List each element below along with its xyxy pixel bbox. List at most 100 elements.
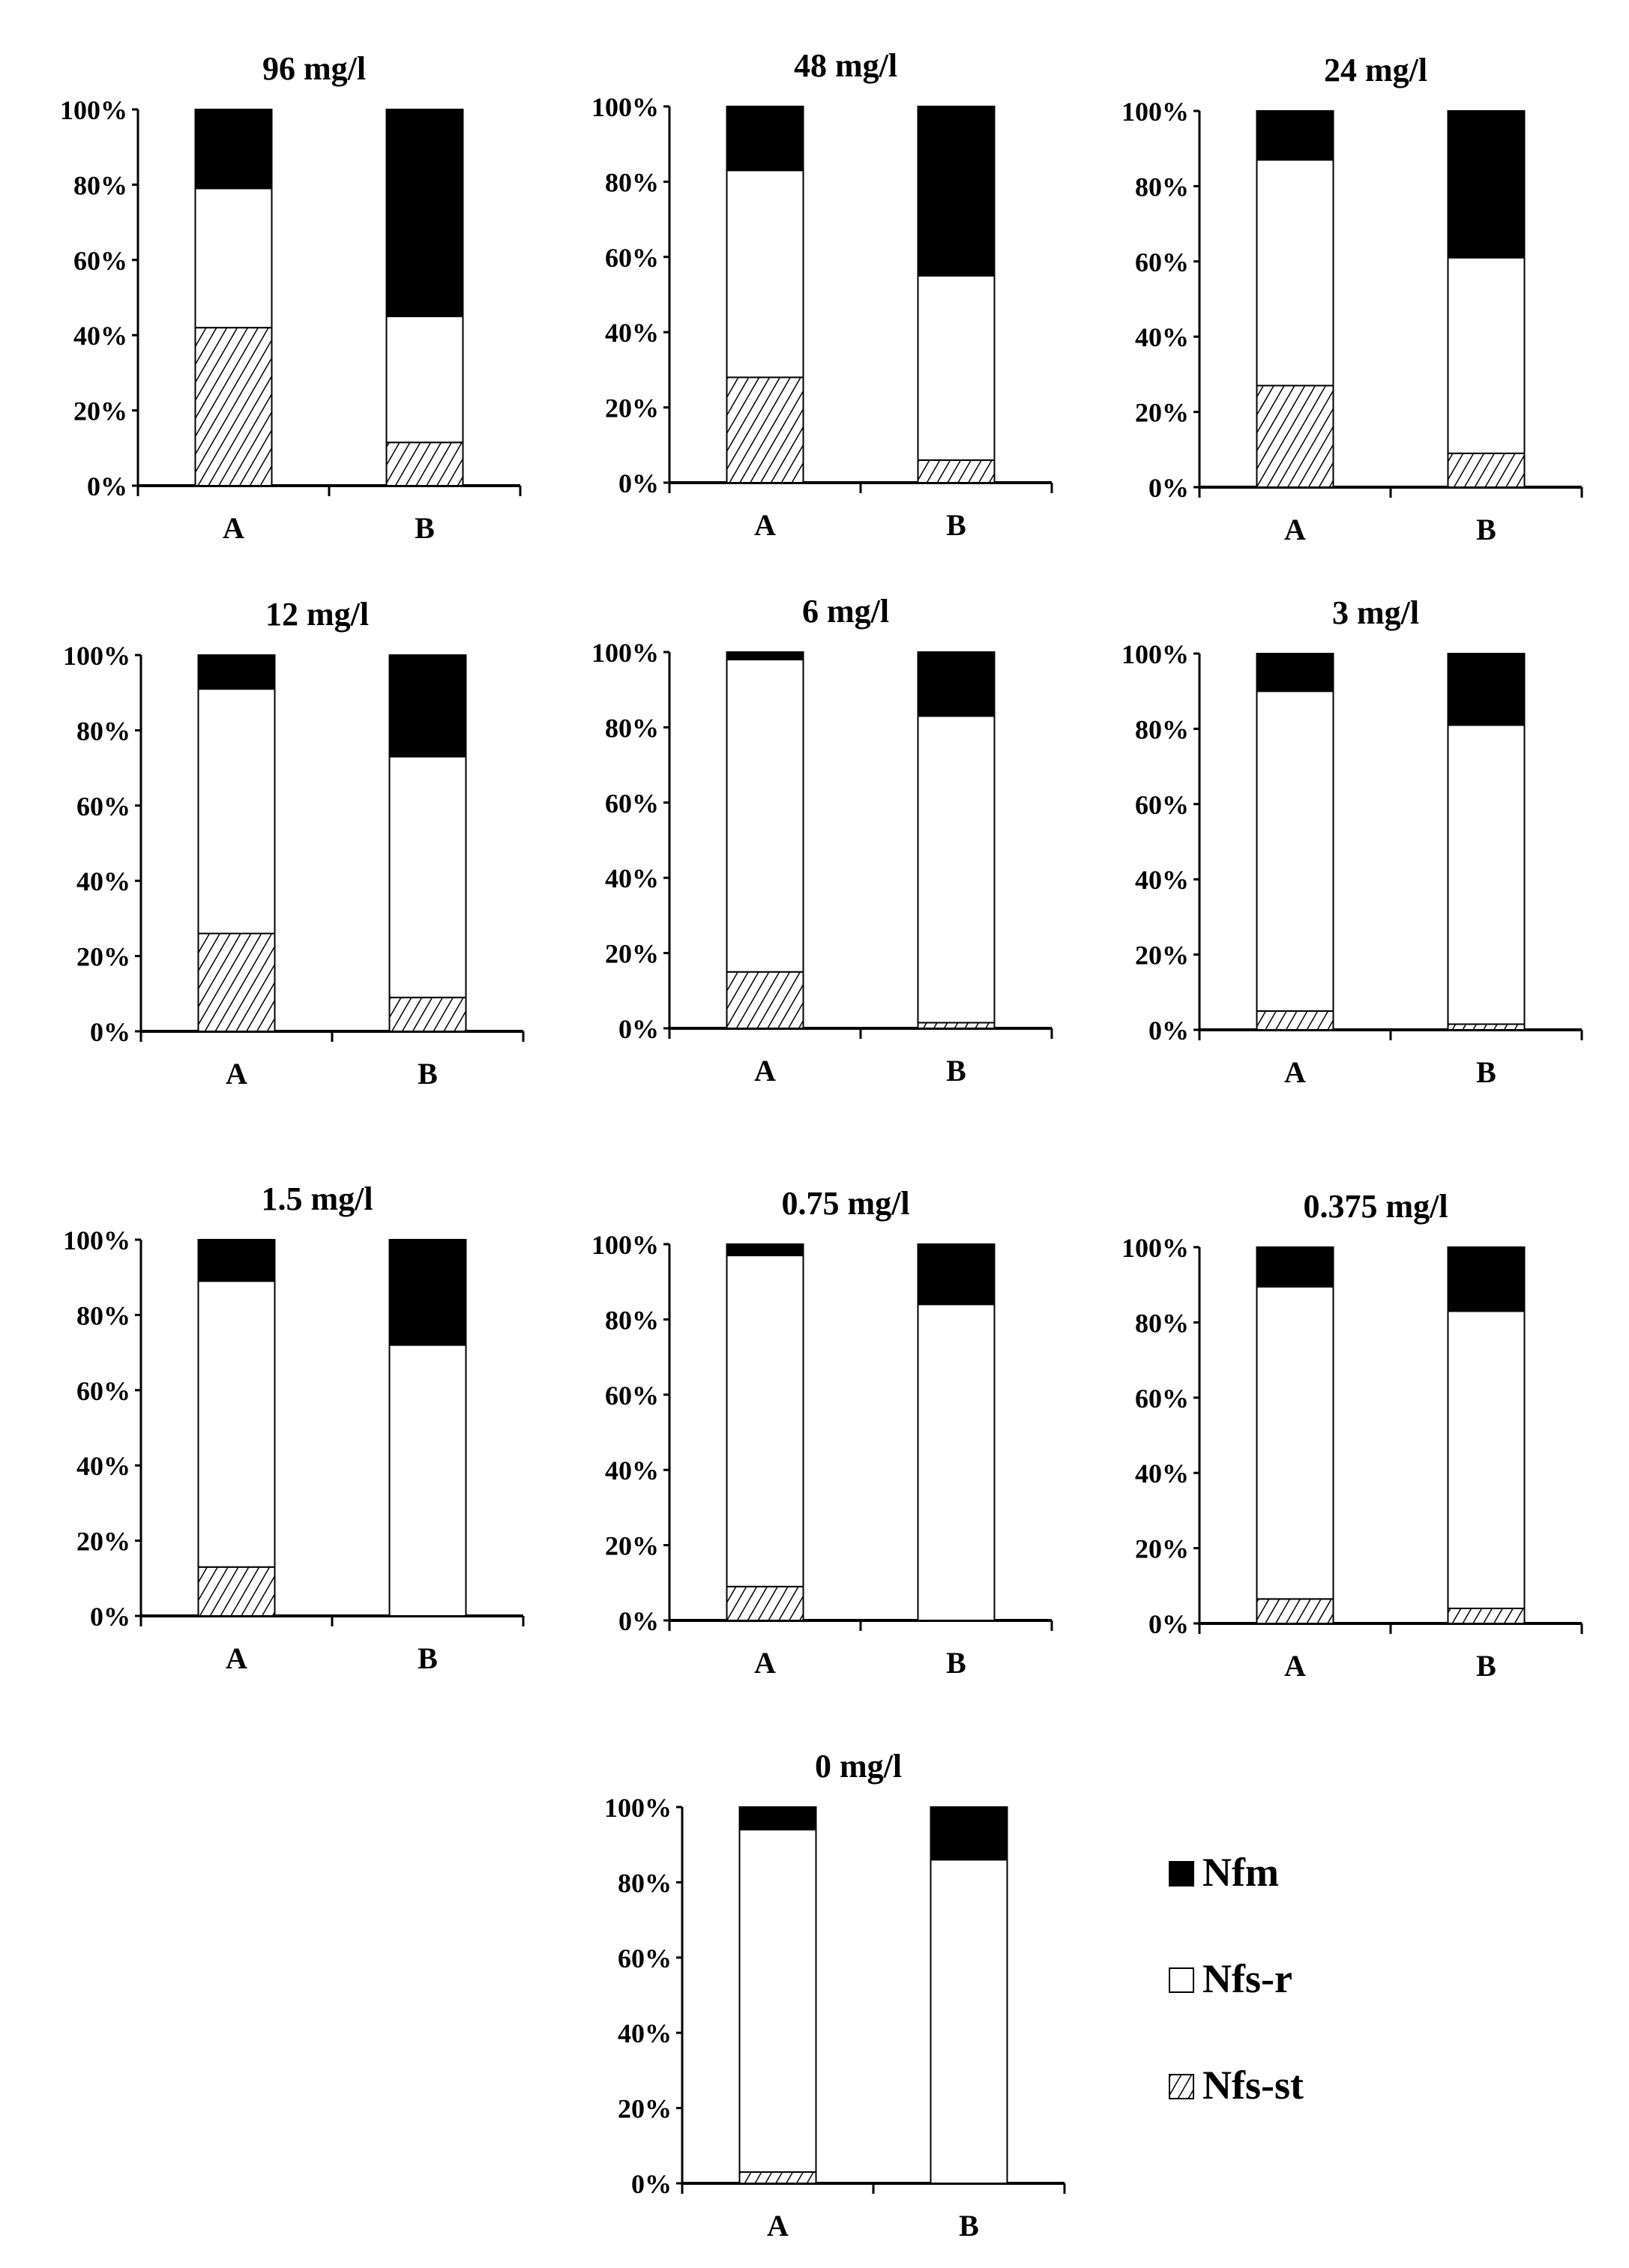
bar-A-nfm <box>1256 653 1334 693</box>
y-tick-label: 100% <box>591 92 659 122</box>
y-tick-label: 40% <box>618 2018 672 2048</box>
panel-title: 0 mg/l <box>815 1748 902 1785</box>
bar-A-nfm <box>726 106 804 172</box>
bar-A-nfs-st <box>197 932 276 1032</box>
x-tick-label: A <box>226 1057 247 1091</box>
y-tick-label: 40% <box>73 321 127 351</box>
y-tick-label: 0% <box>631 2169 672 2199</box>
y-tick-label: 20% <box>1135 941 1189 971</box>
panel-title: 48 mg/l <box>794 47 897 84</box>
panel-2: 24 mg/l 0% 20% 40% 60% 80% 100% A B <box>1121 52 1583 546</box>
y-tick-label: 80% <box>73 170 127 200</box>
legend: Nfm Nfs-r Nfs-st <box>1169 1850 1304 2108</box>
x-tick-label: B <box>959 2209 979 2243</box>
bar-B-nfm <box>388 1239 467 1346</box>
bar-A-nfs-st <box>726 1585 804 1622</box>
y-tick-label: 100% <box>591 1230 659 1260</box>
y-tick-label: 80% <box>605 713 659 743</box>
x-tick-label: B <box>946 1054 966 1088</box>
panel-6: 1.5 mg/l 0% 20% 40% 60% 80% 100% A B <box>63 1180 525 1675</box>
panel-title: 96 mg/l <box>262 50 366 87</box>
x-tick-label: B <box>418 1641 438 1675</box>
bar-A-nfm <box>197 654 276 690</box>
y-tick-label: 0% <box>618 1606 659 1636</box>
x-tick-label: B <box>418 1057 438 1091</box>
x-tick-label: B <box>415 511 435 545</box>
bar-A-nfs-r <box>194 187 273 329</box>
bar-A-nfs-st <box>197 1566 276 1617</box>
bar-A-nfs-st <box>1256 384 1334 489</box>
bar-B-nfs-st <box>1447 1023 1526 1031</box>
panel-7: 0.75 mg/l 0% 20% 40% 60% 80% 100% A B <box>591 1185 1053 1680</box>
y-tick-label: 80% <box>1135 1308 1189 1338</box>
y-tick-label: 20% <box>605 393 659 423</box>
bar-A-nfm <box>726 1243 804 1257</box>
y-tick-label: 0% <box>87 471 127 501</box>
y-tick-label: 60% <box>73 246 127 276</box>
bar-B-nfm <box>917 1243 996 1306</box>
x-tick-label: A <box>226 1641 247 1675</box>
bar-A-nfs-r <box>1256 690 1334 1012</box>
panel-4: 6 mg/l 0% 20% 40% 60% 80% 100% A B <box>591 593 1053 1088</box>
y-tick-label: 100% <box>604 1793 672 1823</box>
x-tick-label: A <box>767 2209 789 2243</box>
bar-B-nfs-r <box>388 1344 467 1617</box>
x-tick-label: B <box>1476 1055 1496 1089</box>
y-tick-label: 80% <box>76 716 130 746</box>
panel-9: 0 mg/l 0% 20% 40% 60% 80% 100% A B <box>604 1748 1066 2243</box>
x-tick-label: B <box>946 1646 966 1680</box>
y-tick-label: 100% <box>63 1225 130 1255</box>
y-tick-label: 60% <box>605 243 659 273</box>
y-tick-label: 40% <box>605 1456 659 1486</box>
panel-3: 12 mg/l 0% 20% 40% 60% 80% 100% A B <box>63 596 525 1091</box>
panel-title: 12 mg/l <box>265 596 369 633</box>
bar-A-nfs-r <box>197 688 276 935</box>
y-tick-label: 40% <box>1135 865 1189 895</box>
y-tick-label: 80% <box>605 1305 659 1335</box>
y-tick-label: 60% <box>618 1943 672 1973</box>
y-tick-label: 0% <box>1148 1609 1189 1639</box>
bar-A-nfs-st <box>194 327 273 486</box>
bar-B-nfm <box>1447 110 1526 259</box>
panel-title: 1.5 mg/l <box>261 1180 373 1217</box>
bar-A-nfs-r <box>197 1280 276 1568</box>
bar-B-nfm <box>1447 653 1526 726</box>
bar-B-nfs-st <box>388 996 467 1032</box>
bar-A-nfm <box>1256 1246 1334 1288</box>
panel-title: 6 mg/l <box>802 593 889 630</box>
y-tick-label: 60% <box>1135 1384 1189 1414</box>
bar-B-nfs-r <box>388 756 467 998</box>
bar-B-nfs-st <box>917 459 996 484</box>
y-tick-label: 60% <box>1135 790 1189 820</box>
x-tick-label: B <box>1476 1649 1496 1683</box>
bar-A-nfm <box>726 651 804 661</box>
y-tick-label: 20% <box>76 1527 130 1557</box>
bar-B-nfm <box>1447 1246 1526 1312</box>
y-tick-label: 40% <box>1135 322 1189 352</box>
panel-0: 96 mg/l 0% 20% 40% 60% 80% 100% A B <box>60 50 522 545</box>
y-tick-label: 0% <box>618 1014 659 1044</box>
bar-B-nfm <box>917 106 996 277</box>
bar-B-nfs-st <box>917 1022 996 1029</box>
bar-A-nfs-r <box>726 659 804 973</box>
bar-B-nfs-r <box>1447 1310 1526 1609</box>
y-tick-label: 80% <box>1135 172 1189 202</box>
bar-B-nfs-r <box>385 316 464 444</box>
x-tick-label: A <box>754 1646 776 1680</box>
y-tick-label: 100% <box>1121 1233 1189 1263</box>
bar-A-nfs-r <box>1256 159 1334 387</box>
y-tick-label: 20% <box>73 396 127 426</box>
bar-B-nfs-r <box>917 1303 996 1621</box>
y-tick-label: 40% <box>1135 1459 1189 1489</box>
y-tick-label: 60% <box>605 1381 659 1411</box>
panel-title: 3 mg/l <box>1332 594 1419 631</box>
x-tick-label: A <box>1284 1055 1306 1089</box>
y-tick-label: 0% <box>1148 1016 1189 1046</box>
bar-A-nfs-r <box>1256 1285 1334 1600</box>
y-tick-label: 0% <box>1148 473 1189 503</box>
y-tick-label: 40% <box>605 863 659 893</box>
bar-B-nfs-r <box>1447 724 1526 1025</box>
x-tick-label: A <box>1284 513 1306 546</box>
y-tick-label: 20% <box>618 2094 672 2124</box>
bar-B-nfm <box>388 654 467 758</box>
